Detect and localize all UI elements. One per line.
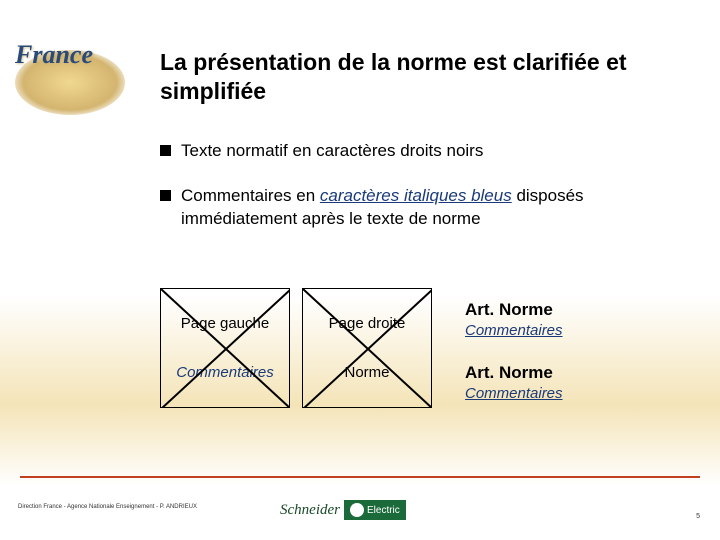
brand-name-2: Electric	[367, 505, 400, 516]
brand-name-1: Schneider	[280, 502, 340, 519]
electric-icon	[350, 503, 364, 517]
box-label: Page droite	[329, 315, 406, 332]
bullet-italic: caractères italiques bleus	[320, 186, 512, 205]
square-bullet-icon	[160, 190, 171, 201]
page-number: 5	[696, 513, 700, 520]
cross-out-icon	[303, 289, 431, 407]
box-label: Page gauche	[181, 315, 269, 332]
box-subtitle: Norme	[344, 364, 389, 381]
bullet-text: Commentaires en caractères italiques ble…	[181, 185, 690, 231]
bullet-item: Texte normatif en caractères droits noir…	[160, 140, 690, 163]
logo-text: France	[15, 40, 145, 70]
bullet-item: Commentaires en caractères italiques ble…	[160, 185, 690, 231]
commentaires-label: Commentaires	[465, 385, 563, 402]
page-diagram: Page gauche Commentaires Page droite Nor…	[160, 288, 432, 408]
bullet-list: Texte normatif en caractères droits noir…	[160, 140, 690, 253]
cross-out-icon	[161, 289, 289, 407]
art-norme-label: Art. Norme	[465, 363, 563, 383]
box-subtitle: Commentaires	[176, 364, 274, 381]
footer-credit: Direction France - Agence Nationale Ense…	[18, 504, 197, 510]
commentaires-label: Commentaires	[465, 322, 563, 339]
left-page-box: Page gauche Commentaires	[160, 288, 290, 408]
brand-name-2-box: Electric	[344, 500, 406, 520]
brand-logo: France	[15, 40, 145, 120]
right-page-box: Page droite Norme	[302, 288, 432, 408]
footer-divider	[20, 476, 700, 478]
slide-title: La présentation de la norme est clarifié…	[160, 48, 700, 106]
square-bullet-icon	[160, 145, 171, 156]
bullet-prefix: Commentaires en	[181, 186, 320, 205]
footer-brand-logo: Schneider Electric	[280, 500, 406, 520]
art-norme-label: Art. Norme	[465, 300, 563, 320]
bullet-text: Texte normatif en caractères droits noir…	[181, 140, 483, 163]
side-labels: Art. Norme Commentaires Art. Norme Comme…	[465, 300, 563, 426]
